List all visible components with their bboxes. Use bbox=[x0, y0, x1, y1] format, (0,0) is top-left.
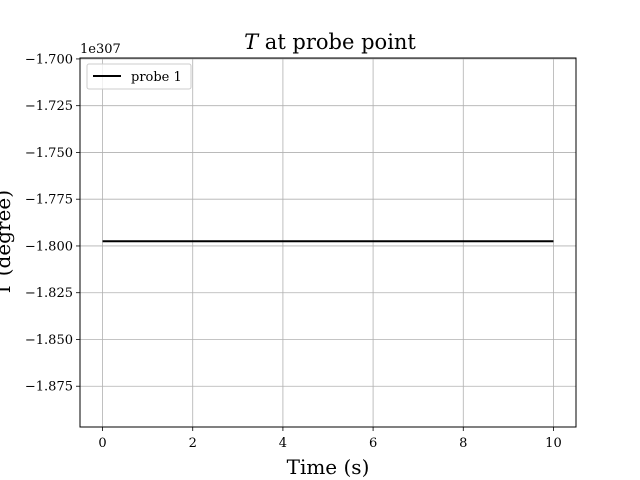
y-axis: −1.700 −1.725 −1.750 −1.775 −1.800 −1.825 −1.8… bbox=[25, 52, 80, 395]
x-tick-label: 10 bbox=[545, 436, 562, 451]
y-tick-label: −1.875 bbox=[25, 380, 73, 395]
legend-label-probe-1: probe 1 bbox=[131, 70, 182, 85]
y-axis-label: T (degree) bbox=[0, 190, 15, 296]
x-tick-label: 0 bbox=[98, 436, 106, 451]
x-axis: 0 2 4 6 8 10 bbox=[98, 427, 562, 451]
x-tick-label: 2 bbox=[189, 436, 197, 451]
y-tick-label: −1.775 bbox=[25, 193, 73, 208]
y-tick-label: −1.825 bbox=[25, 286, 73, 301]
chart-title-rest: at probe point bbox=[258, 30, 416, 54]
x-tick-label: 6 bbox=[369, 436, 377, 451]
chart-title: T at probe point bbox=[244, 30, 416, 54]
x-axis-label: Time (s) bbox=[287, 455, 370, 479]
x-tick-label: 8 bbox=[459, 436, 467, 451]
legend-box bbox=[86, 63, 192, 90]
chart-title-variable: T bbox=[244, 30, 260, 54]
y-tick-label: −1.800 bbox=[25, 239, 73, 254]
legend: probe 1 bbox=[86, 63, 192, 90]
y-tick-label: −1.750 bbox=[25, 146, 73, 161]
plot-frame bbox=[79, 57, 577, 428]
y-tick-label: −1.725 bbox=[25, 99, 73, 114]
grid-lines bbox=[80, 58, 576, 427]
y-offset-text: 1e307 bbox=[80, 42, 121, 57]
x-tick-label: 4 bbox=[279, 436, 287, 451]
y-tick-label: −1.850 bbox=[25, 333, 73, 348]
y-tick-label: −1.700 bbox=[25, 52, 73, 67]
